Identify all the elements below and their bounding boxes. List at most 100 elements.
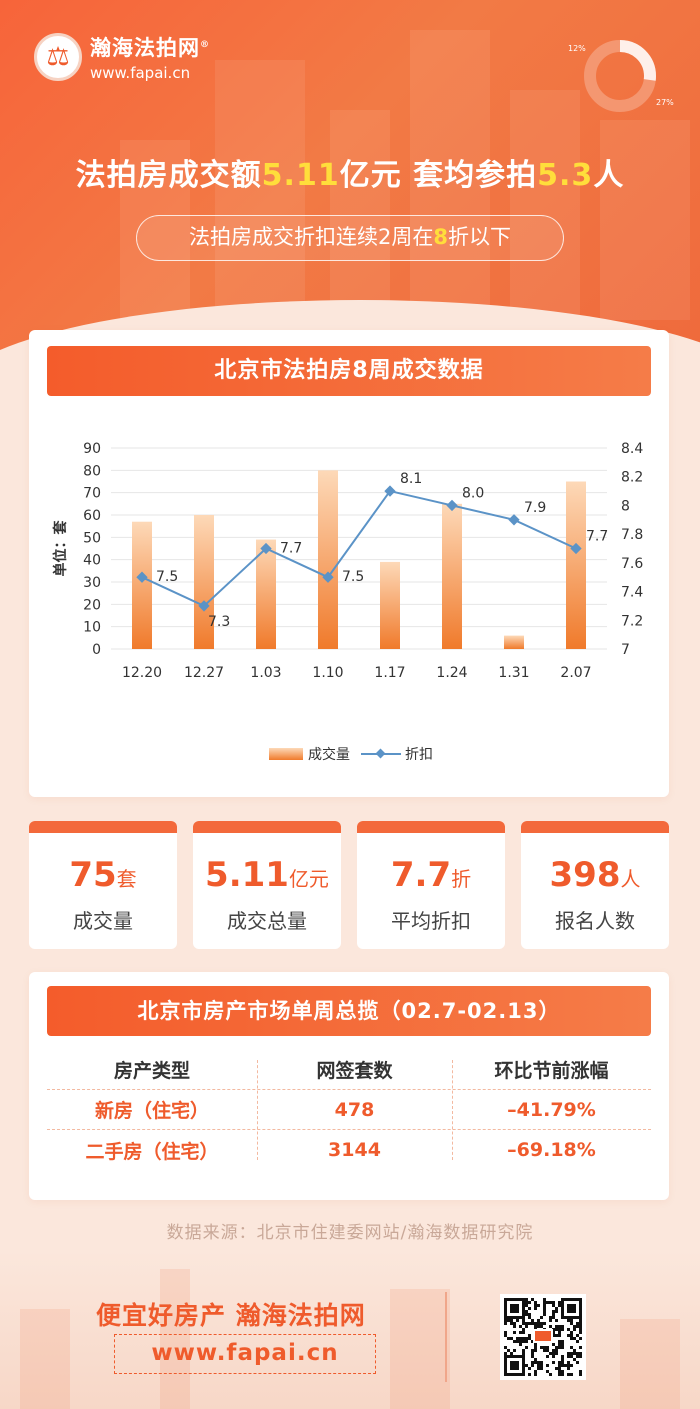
table-cell: –41.79% bbox=[507, 1098, 596, 1121]
building-decoration bbox=[160, 1269, 190, 1409]
building-decoration bbox=[20, 1309, 70, 1409]
x-tick-label: 1.24 bbox=[436, 665, 467, 681]
headline: 法拍房成交额5.11亿元 套均参拍5.3人 bbox=[0, 150, 700, 194]
headline-highlight: 5.11 bbox=[261, 158, 340, 193]
stat-card-volume: 75套 成交量 bbox=[29, 821, 177, 949]
data-label: 8.1 bbox=[400, 471, 422, 487]
data-label: 7.5 bbox=[342, 569, 364, 585]
footer: 便宜好房产 瀚海法拍网 www.fapai.cn bbox=[0, 1250, 700, 1409]
y2-tick-label: 7.6 bbox=[621, 556, 643, 572]
column-divider bbox=[452, 1060, 453, 1160]
y2-tick-label: 7 bbox=[621, 642, 630, 658]
legend-label: 折扣 bbox=[405, 747, 433, 763]
building-decoration bbox=[620, 1319, 680, 1409]
donut-decoration: 12% 27% bbox=[568, 36, 674, 116]
data-label: 7.5 bbox=[156, 569, 178, 585]
stat-unit: 亿元 bbox=[288, 867, 329, 891]
qr-code-icon[interactable] bbox=[500, 1294, 586, 1380]
line-point bbox=[508, 514, 520, 526]
footer-url[interactable]: www.fapai.cn bbox=[114, 1334, 376, 1374]
market-summary-card: 北京市房产市场单周总揽（02.7-02.13） 房产类型 网签套数 环比节前涨幅… bbox=[29, 972, 669, 1200]
building-decoration bbox=[510, 90, 580, 320]
data-label: 8.0 bbox=[462, 485, 484, 501]
brand-url: www.fapai.cn bbox=[90, 64, 191, 82]
y-tick-label: 90 bbox=[83, 441, 101, 457]
column-header: 网签套数 bbox=[316, 1060, 393, 1082]
data-label: 7.7 bbox=[586, 529, 608, 545]
headline-text: 亿元 套均参拍 bbox=[339, 158, 538, 193]
stat-value: 5.11 bbox=[205, 855, 289, 895]
legend-marker bbox=[375, 748, 386, 759]
building-decoration bbox=[215, 60, 305, 320]
building-decoration bbox=[410, 30, 490, 320]
stat-label: 平均折扣 bbox=[391, 909, 471, 933]
y2-tick-label: 8.2 bbox=[621, 470, 643, 486]
table-cell: 二手房（住宅） bbox=[85, 1140, 219, 1163]
stat-value: 75 bbox=[69, 855, 117, 895]
x-tick-label: 1.31 bbox=[498, 665, 529, 681]
y-tick-label: 10 bbox=[83, 620, 101, 636]
data-source: 数据来源：北京市住建委网站/瀚海数据研究院 bbox=[166, 1223, 534, 1243]
line-point bbox=[570, 542, 582, 555]
line-point bbox=[260, 542, 272, 555]
headline-highlight: 5.3 bbox=[537, 158, 594, 193]
y-tick-label: 40 bbox=[83, 553, 101, 569]
table-row: 新房（住宅） 478 –41.79% bbox=[47, 1090, 651, 1130]
line-point bbox=[384, 485, 396, 497]
footer-divider bbox=[445, 1292, 447, 1382]
data-label: 7.9 bbox=[524, 500, 546, 516]
table-header-row: 房产类型 网签套数 环比节前涨幅 bbox=[47, 1050, 651, 1090]
bar bbox=[504, 635, 524, 649]
data-label: 7.7 bbox=[280, 541, 302, 557]
bar bbox=[132, 521, 152, 649]
market-table: 房产类型 网签套数 环比节前涨幅 新房（住宅） 478 –41.79% 二手房（… bbox=[47, 1050, 651, 1170]
legend-label: 成交量 bbox=[308, 746, 350, 763]
stat-value: 7.7 bbox=[390, 855, 452, 895]
stat-card-total: 5.11亿元 成交总量 bbox=[193, 821, 341, 949]
table-cell: 新房（住宅） bbox=[94, 1100, 209, 1122]
y2-tick-label: 7.8 bbox=[621, 527, 643, 543]
x-tick-label: 1.10 bbox=[312, 665, 343, 681]
column-divider bbox=[257, 1060, 258, 1160]
chart-title: 北京市法拍房8周成交数据 bbox=[47, 346, 651, 396]
chart-card: 北京市法拍房8周成交数据 0 10 20 30 40 50 60 70 80 90 7 7.2 7.4 7… bbox=[29, 330, 669, 797]
column-header: 环比节前涨幅 bbox=[494, 1060, 609, 1082]
y2-tick-label: 7.2 bbox=[621, 613, 643, 629]
bar bbox=[318, 470, 338, 649]
bar bbox=[566, 481, 586, 649]
y2-tick-label: 8.4 bbox=[621, 441, 643, 457]
hero-banner: ⚖ 瀚海法拍网® www.fapai.cn 12% 27% 法拍房成交额5.11… bbox=[0, 0, 700, 360]
y-tick-label: 60 bbox=[83, 508, 101, 524]
bar bbox=[380, 561, 400, 649]
y-tick-label: 30 bbox=[83, 575, 101, 591]
line-point bbox=[446, 499, 458, 512]
headline-text: 法拍房成交额 bbox=[75, 158, 262, 193]
brand-logo[interactable]: ⚖ 瀚海法拍网® www.fapai.cn bbox=[34, 32, 210, 82]
y2-tick-label: 8 bbox=[621, 498, 630, 514]
bar bbox=[256, 539, 276, 649]
table-cell: 478 bbox=[334, 1098, 375, 1121]
y-axis-label: 单位：套 bbox=[52, 521, 69, 577]
y-tick-label: 70 bbox=[83, 486, 101, 502]
discount-line bbox=[141, 489, 577, 608]
y-tick-label: 50 bbox=[83, 530, 101, 546]
stat-label: 成交总量 bbox=[227, 909, 307, 933]
combo-chart: 0 10 20 30 40 50 60 70 80 90 7 7.2 7.4 7.6 7.8 8 8.2 8.4 单… bbox=[52, 441, 643, 763]
stat-unit: 折 bbox=[451, 867, 472, 891]
y2-tick-label: 7.4 bbox=[621, 585, 643, 601]
x-tick-label: 2.07 bbox=[560, 665, 591, 681]
table-row: 二手房（住宅） 3144 –69.18% bbox=[47, 1130, 651, 1170]
stat-value: 398 bbox=[549, 855, 621, 895]
table-cell: 3144 bbox=[328, 1139, 381, 1161]
stat-label: 成交量 bbox=[73, 909, 133, 933]
market-title: 北京市房产市场单周总揽（02.7-02.13） bbox=[47, 986, 651, 1036]
building-decoration bbox=[600, 120, 690, 320]
brand-name: 瀚海法拍网 bbox=[90, 35, 200, 60]
footer-slogan: 便宜好房产 瀚海法拍网 bbox=[96, 1301, 366, 1330]
y-tick-label: 80 bbox=[83, 463, 101, 479]
y-tick-label: 20 bbox=[83, 597, 101, 613]
y-tick-label: 0 bbox=[92, 642, 101, 658]
stat-label: 报名人数 bbox=[555, 909, 635, 933]
bar bbox=[442, 503, 462, 649]
stat-unit: 套 bbox=[116, 867, 137, 891]
